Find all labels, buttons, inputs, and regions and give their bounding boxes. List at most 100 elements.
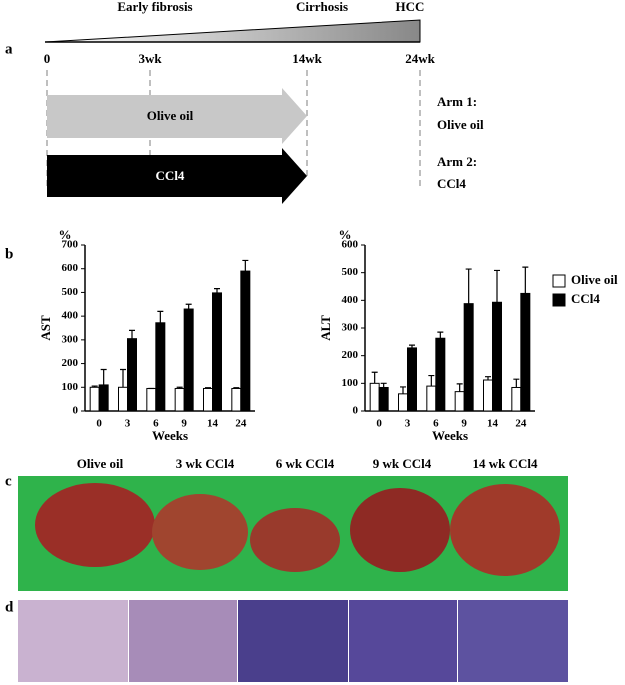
y-tick-label: 400 xyxy=(62,310,79,322)
error-bar xyxy=(380,382,387,388)
y-tick-label: 600 xyxy=(342,239,359,251)
x-tick-label: 6 xyxy=(153,418,159,430)
error-bar xyxy=(157,310,164,323)
arrow xyxy=(47,148,307,204)
arm-label: Arm 2: xyxy=(437,154,477,169)
photo-label: 9 wk CCl4 xyxy=(373,456,432,471)
bar xyxy=(118,386,128,412)
y-tick-label: 200 xyxy=(342,349,359,361)
x-tick-label: 6 xyxy=(433,418,439,430)
y-tick-label: 200 xyxy=(62,357,79,369)
bar xyxy=(483,379,493,412)
photo-label: 14 wk CCl4 xyxy=(472,456,538,471)
timepoint: 24wk xyxy=(405,51,435,66)
error-bar xyxy=(233,387,240,389)
y-tick-label: 400 xyxy=(342,294,359,306)
arm-label: CCl4 xyxy=(437,176,466,191)
error-bar xyxy=(409,344,415,348)
timepoint: 3wk xyxy=(138,51,162,66)
bar xyxy=(146,387,157,412)
error-bar xyxy=(522,266,529,294)
x-tick-label: 14 xyxy=(487,418,499,430)
bar xyxy=(454,391,465,412)
panel-label: a xyxy=(5,41,13,57)
bar xyxy=(174,387,185,412)
charts: 0 100 200 300 400 500 600 700% AST Weeks 0 3 6 9 14 24 0… xyxy=(38,227,618,443)
bar xyxy=(435,337,446,412)
stage-label: Cirrhosis xyxy=(296,0,348,14)
bar xyxy=(511,386,522,412)
error-bar xyxy=(91,385,98,388)
x-label: Weeks xyxy=(152,428,188,443)
progression-wedge xyxy=(44,19,421,43)
bar xyxy=(183,308,194,412)
bar xyxy=(127,338,137,412)
y-unit: % xyxy=(59,227,72,242)
error-bar xyxy=(485,376,491,381)
y-label: AST xyxy=(38,315,53,341)
liver-photo xyxy=(18,476,568,591)
error-bar xyxy=(100,368,107,385)
legend-label: Olive oil xyxy=(571,272,618,287)
bar xyxy=(203,387,213,412)
x-tick-label: 0 xyxy=(376,418,382,430)
y-label: ALT xyxy=(318,315,333,341)
error-bar xyxy=(513,378,520,388)
photo-label: 3 wk CCl4 xyxy=(176,456,235,471)
y-tick-label: 600 xyxy=(62,262,79,274)
arrow-label: Olive oil xyxy=(147,108,194,123)
stage-label: HCC xyxy=(396,0,425,14)
y-tick-label: 500 xyxy=(342,266,359,278)
legend-swatch xyxy=(552,274,566,288)
error-bar xyxy=(214,288,220,293)
legend-swatch xyxy=(552,293,566,307)
bar xyxy=(89,386,100,412)
x-tick-label: 14 xyxy=(207,418,219,430)
error-bar xyxy=(437,331,444,339)
bar xyxy=(240,270,251,412)
stage-label: Early fibrosis xyxy=(117,0,192,14)
bar xyxy=(492,301,502,412)
x-label: Weeks xyxy=(432,428,468,443)
error-bar xyxy=(205,387,211,389)
histology-images xyxy=(18,600,568,682)
error-bar xyxy=(176,386,183,389)
legend-label: CCl4 xyxy=(571,291,600,306)
x-tick-label: 24 xyxy=(235,418,247,430)
error-bar xyxy=(120,368,126,388)
bar xyxy=(520,292,531,412)
bar xyxy=(378,386,389,412)
y-tick-label: 0 xyxy=(353,405,359,417)
y-tick-label: 300 xyxy=(62,333,79,345)
photo-label: 6 wk CCl4 xyxy=(276,456,335,471)
error-bar xyxy=(465,268,472,304)
arm-label: Arm 1: xyxy=(437,94,477,109)
y-tick-label: 700 xyxy=(62,239,79,251)
bar xyxy=(463,303,474,412)
y-unit: % xyxy=(339,227,352,242)
y-tick-label: 300 xyxy=(342,322,359,334)
error-bar xyxy=(242,259,249,272)
bar xyxy=(369,382,380,412)
error-bar xyxy=(494,269,500,303)
bar xyxy=(212,292,222,412)
x-tick-label: 3 xyxy=(405,418,411,430)
x-tick-label: 24 xyxy=(515,418,527,430)
x-tick-label: 9 xyxy=(181,418,187,430)
y-tick-label: 0 xyxy=(73,405,79,417)
bar xyxy=(426,385,437,412)
arrow xyxy=(47,88,307,144)
photo-label: Olive oil xyxy=(77,456,124,471)
error-bar xyxy=(456,383,463,392)
error-bar xyxy=(185,303,192,310)
y-tick-label: 100 xyxy=(342,377,359,389)
error-bar xyxy=(129,329,135,339)
x-tick-label: 0 xyxy=(96,418,102,430)
error-bar xyxy=(371,371,378,384)
bar xyxy=(155,322,166,412)
error-bar xyxy=(400,386,406,394)
arrow-label: CCl4 xyxy=(156,168,185,183)
panel-label: d xyxy=(5,599,14,615)
bar xyxy=(98,384,109,412)
